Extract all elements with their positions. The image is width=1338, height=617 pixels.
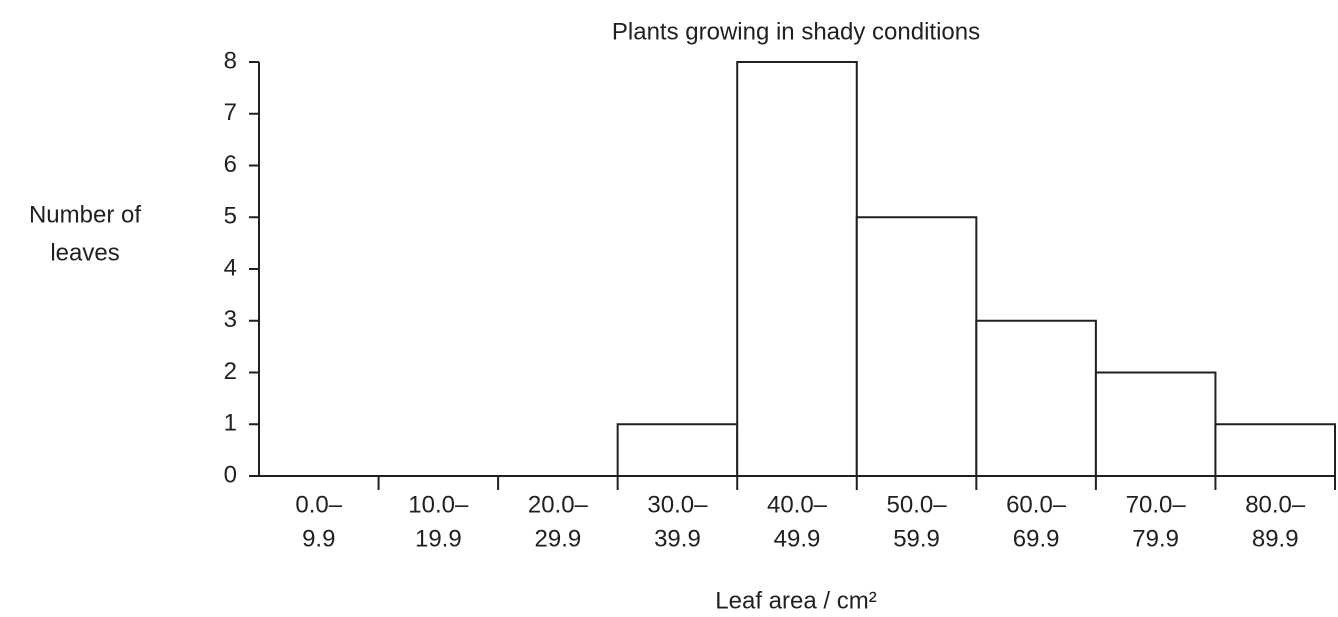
y-tick-label: 2 — [224, 358, 237, 385]
chart-title: Plants growing in shady conditions — [612, 18, 980, 45]
x-tick-label: 80.0– — [1245, 491, 1306, 518]
y-tick-label: 7 — [224, 99, 237, 126]
y-axis-label: Number of — [29, 201, 141, 228]
y-tick-label: 0 — [224, 461, 237, 488]
y-tick-label: 1 — [224, 410, 237, 437]
x-tick-label: 49.9 — [774, 525, 821, 552]
x-tick-label: 19.9 — [415, 525, 462, 552]
x-tick-label: 59.9 — [893, 525, 940, 552]
x-tick-label: 0.0– — [295, 491, 342, 518]
x-tick-label: 20.0– — [528, 491, 589, 518]
bar — [1094, 371, 1217, 477]
bar — [975, 319, 1097, 477]
x-tick-label: 9.9 — [302, 525, 335, 552]
x-tick-label: 69.9 — [1013, 525, 1060, 552]
x-tick-label: 40.0– — [767, 491, 828, 518]
y-tick-label: 5 — [224, 203, 237, 230]
y-tick-label: 8 — [224, 47, 237, 74]
x-tick-label: 89.9 — [1252, 525, 1299, 552]
bar — [855, 216, 978, 477]
y-tick-label: 4 — [224, 254, 237, 281]
x-tick-label: 10.0– — [408, 491, 469, 518]
x-tick-label: 29.9 — [535, 525, 582, 552]
x-axis-label: Leaf area / cm² — [715, 587, 876, 614]
bar — [616, 423, 739, 477]
x-tick-label: 30.0– — [647, 491, 708, 518]
x-tick-label: 60.0– — [1006, 491, 1067, 518]
y-axis-label: leaves — [50, 239, 119, 266]
x-tick-label: 79.9 — [1132, 525, 1179, 552]
bar — [1214, 423, 1337, 477]
y-tick-label: 3 — [224, 306, 237, 333]
y-tick-label: 6 — [224, 151, 237, 178]
x-tick-label: 39.9 — [654, 525, 701, 552]
bar — [736, 61, 858, 477]
x-tick-label: 50.0– — [887, 491, 948, 518]
x-tick-label: 70.0– — [1126, 491, 1187, 518]
